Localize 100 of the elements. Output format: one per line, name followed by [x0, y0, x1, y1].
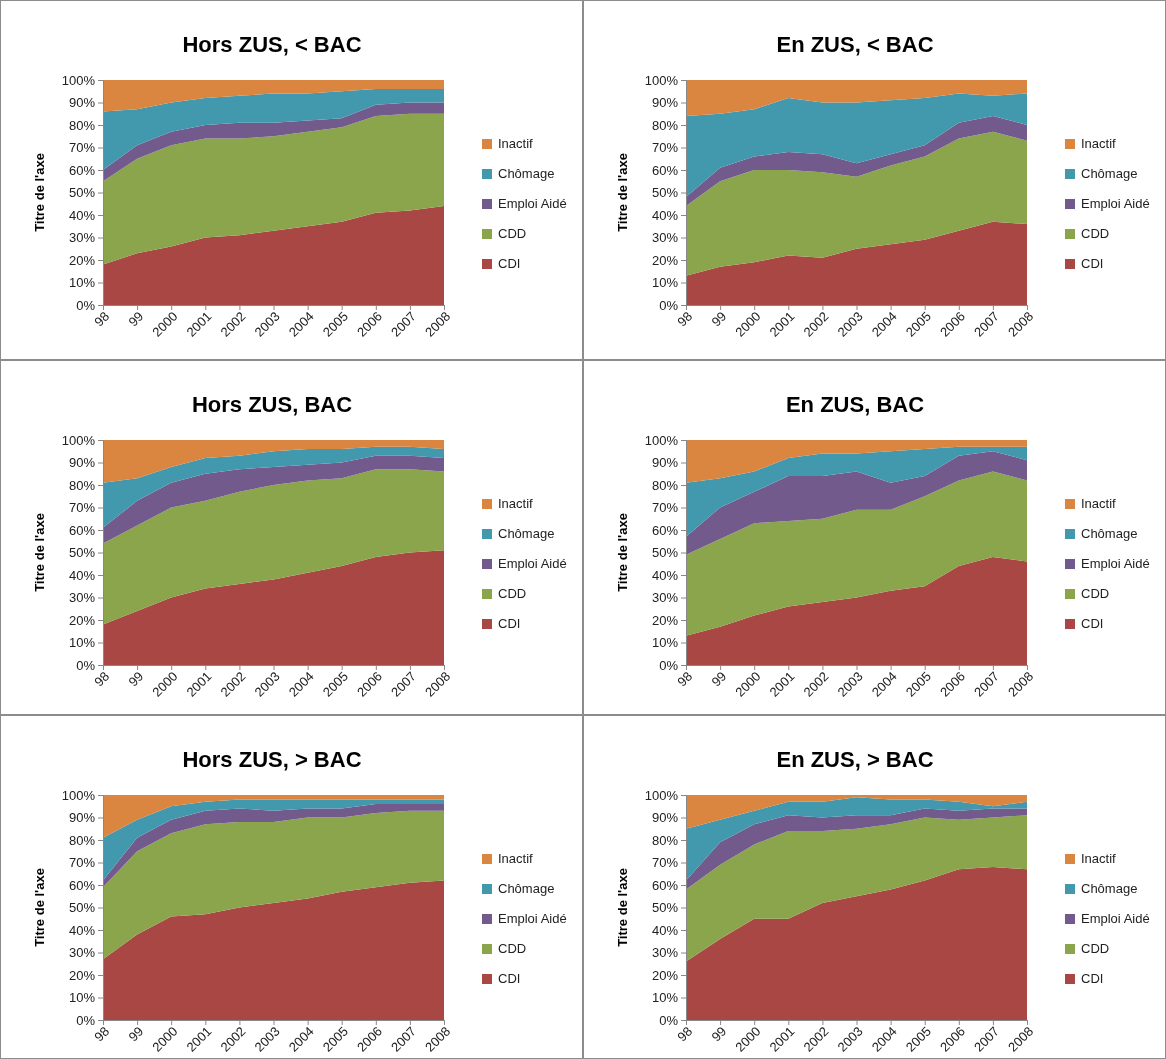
y-tick-label: 60%: [68, 522, 96, 538]
legend-label: CDD: [1081, 941, 1110, 956]
chart-title: Hors ZUS, > BAC: [182, 747, 362, 772]
y-tick-label: 100%: [644, 787, 679, 803]
y-tick-label: 20%: [651, 967, 679, 983]
y-tick-label: 10%: [651, 990, 679, 1006]
y-tick-label: 90%: [651, 455, 679, 471]
y-tick-label: 80%: [651, 117, 679, 133]
y-tick-label: 90%: [651, 810, 679, 826]
y-tick-label: 90%: [68, 455, 96, 471]
y-tick-label: 100%: [644, 72, 679, 88]
y-tick-label: 90%: [68, 95, 96, 111]
legend-label: Emploi Aidé: [1081, 911, 1150, 926]
y-tick-label: 70%: [68, 855, 96, 871]
y-tick-label: 40%: [68, 567, 96, 583]
x-tick-label: 99: [125, 308, 147, 330]
legend-label: Inactif: [1081, 136, 1117, 151]
y-tick-label: 0%: [659, 657, 679, 673]
y-tick-label: 40%: [68, 922, 96, 938]
legend-label: CDD: [498, 226, 527, 241]
x-tick-label: 99: [125, 1023, 147, 1045]
chart-title: Hors ZUS, < BAC: [182, 32, 362, 57]
legend-label: CDD: [1081, 586, 1110, 601]
y-tick-label: 20%: [68, 612, 96, 628]
y-tick-label: 80%: [68, 477, 96, 493]
y-tick-label: 10%: [651, 635, 679, 651]
y-tick-label: 50%: [68, 185, 96, 201]
legend-label: CDI: [498, 971, 521, 986]
y-tick-label: 30%: [651, 945, 679, 961]
legend-label: CDI: [1081, 971, 1104, 986]
y-tick-label: 80%: [651, 832, 679, 848]
y-axis-title: Titre de l'axe: [615, 153, 630, 232]
legend-label: Emploi Aidé: [498, 556, 567, 571]
y-tick-label: 90%: [68, 810, 96, 826]
y-tick-label: 0%: [76, 657, 96, 673]
y-tick-label: 50%: [651, 185, 679, 201]
y-tick-label: 20%: [68, 252, 96, 268]
legend-label: Chômage: [498, 526, 555, 541]
y-tick-label: 50%: [651, 900, 679, 916]
legend-label: Emploi Aidé: [498, 196, 567, 211]
y-tick-label: 50%: [651, 545, 679, 561]
y-tick-label: 40%: [651, 207, 679, 223]
y-tick-label: 70%: [68, 140, 96, 156]
y-tick-label: 10%: [68, 635, 96, 651]
legend-label: Emploi Aidé: [1081, 556, 1150, 571]
legend-label: Inactif: [498, 496, 534, 511]
legend-label: CDI: [498, 616, 521, 631]
y-tick-label: 40%: [651, 567, 679, 583]
y-tick-label: 20%: [68, 967, 96, 983]
y-tick-label: 30%: [68, 230, 96, 246]
y-tick-label: 0%: [76, 297, 96, 313]
y-tick-label: 70%: [651, 140, 679, 156]
legend-label: CDD: [498, 941, 527, 956]
y-tick-label: 90%: [651, 95, 679, 111]
legend-label: Chômage: [1081, 526, 1138, 541]
legend-label: Inactif: [1081, 851, 1117, 866]
y-tick-label: 30%: [651, 230, 679, 246]
x-tick-label: 99: [125, 668, 147, 690]
chart-title: Hors ZUS, BAC: [191, 392, 353, 417]
chart-title: En ZUS, > BAC: [776, 747, 934, 772]
legend-label: Emploi Aidé: [1081, 196, 1150, 211]
y-tick-label: 10%: [68, 990, 96, 1006]
y-tick-label: 20%: [651, 252, 679, 268]
y-axis-title: Titre de l'axe: [32, 868, 47, 947]
y-tick-label: 50%: [68, 900, 96, 916]
y-tick-label: 60%: [68, 877, 96, 893]
chart-title: En ZUS, BAC: [785, 392, 925, 417]
legend-label: Chômage: [498, 166, 555, 181]
legend-label: CDD: [498, 586, 527, 601]
y-tick-label: 30%: [68, 590, 96, 606]
y-tick-label: 60%: [651, 522, 679, 538]
y-tick-label: 30%: [68, 945, 96, 961]
y-tick-label: 100%: [61, 432, 96, 448]
y-tick-label: 50%: [68, 545, 96, 561]
chart-title: En ZUS, < BAC: [776, 32, 934, 57]
y-tick-label: 80%: [68, 832, 96, 848]
legend-label: Emploi Aidé: [498, 911, 567, 926]
x-tick-label: 99: [708, 308, 730, 330]
legend-label: Chômage: [1081, 881, 1138, 896]
y-tick-label: 10%: [651, 275, 679, 291]
legend-label: Chômage: [1081, 166, 1138, 181]
y-tick-label: 40%: [651, 922, 679, 938]
y-tick-label: 20%: [651, 612, 679, 628]
x-tick-label: 99: [708, 1023, 730, 1045]
y-tick-label: 80%: [651, 477, 679, 493]
legend-label: CDI: [1081, 616, 1104, 631]
y-tick-label: 0%: [659, 297, 679, 313]
y-tick-label: 80%: [68, 117, 96, 133]
legend-label: Inactif: [498, 136, 534, 151]
y-tick-label: 60%: [651, 877, 679, 893]
y-axis-title: Titre de l'axe: [32, 513, 47, 592]
y-tick-label: 10%: [68, 275, 96, 291]
legend-label: CDI: [498, 256, 521, 271]
y-tick-label: 70%: [651, 855, 679, 871]
legend-label: CDD: [1081, 226, 1110, 241]
y-tick-label: 0%: [76, 1012, 96, 1028]
y-tick-label: 40%: [68, 207, 96, 223]
y-axis-title: Titre de l'axe: [32, 153, 47, 232]
x-tick-label: 99: [708, 668, 730, 690]
y-tick-label: 100%: [61, 787, 96, 803]
